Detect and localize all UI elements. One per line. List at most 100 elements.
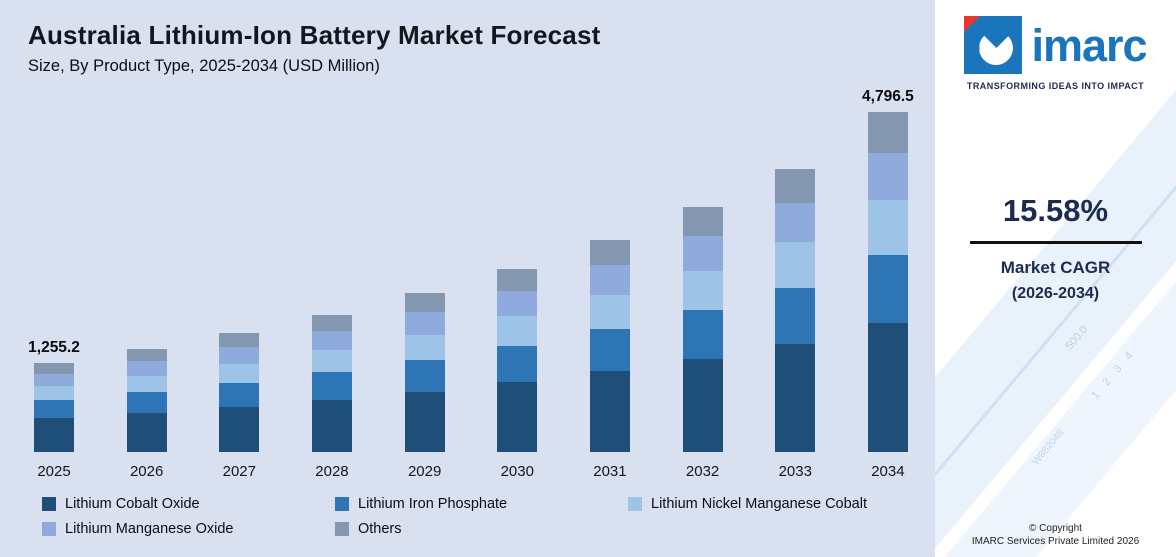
bar-column-2034: 4,796.5 2034 [862, 88, 914, 480]
legend-item: Others [335, 521, 628, 537]
value-label [793, 145, 797, 164]
bar-column-2025: 1,255.2 2025 [28, 339, 80, 480]
legend-item: Lithium Nickel Manganese Cobalt [628, 496, 935, 512]
bar-segment [311, 372, 352, 400]
legend-swatch [42, 497, 56, 511]
x-axis-label: 2032 [685, 463, 720, 480]
bar-segment [682, 270, 723, 310]
x-axis-label: 2034 [871, 463, 905, 480]
x-axis-label: 2029 [407, 463, 442, 480]
bar-segment [497, 316, 538, 346]
x-axis-label: 2025 [37, 463, 71, 480]
chart-panel: Australia Lithium-Ion Battery Market For… [0, 0, 935, 557]
legend-item: Lithium Iron Phosphate [335, 496, 628, 512]
bar-segment [497, 345, 538, 383]
bar-stack [682, 206, 723, 452]
bar-stack [497, 268, 538, 452]
stacked-bar-chart: 1,255.2 2025 2026 2027 2028 2029 2030 203… [28, 82, 914, 480]
brand-tagline: TRANSFORMING IDEAS INTO IMPACT [966, 81, 1145, 91]
company-line: IMARC Services Private Limited 2026 [971, 536, 1140, 547]
value-label: 1,255.2 [28, 339, 80, 357]
bar-column-2032: 2032 [682, 183, 723, 480]
bar-segment [589, 371, 630, 452]
legend-swatch [335, 497, 349, 511]
bar-segment [126, 392, 167, 413]
legend-label: Lithium Cobalt Oxide [65, 496, 200, 512]
bar-segment [775, 287, 816, 345]
bar-column-2028: 2028 [311, 291, 352, 480]
value-label: 4,796.5 [862, 88, 914, 106]
logo-pie-icon [979, 31, 1014, 65]
bar-stack [404, 293, 445, 452]
x-axis-label: 2027 [222, 463, 256, 480]
bar-segment [497, 290, 538, 317]
bar-column-2029: 2029 [404, 269, 445, 480]
bar-stack [34, 363, 74, 452]
bar-segment [311, 399, 352, 452]
legend-item: Lithium Manganese Oxide [42, 521, 335, 537]
bar-segment [219, 347, 260, 365]
bar-column-2027: 2027 [219, 309, 260, 480]
bar-stack [311, 314, 352, 452]
legend-swatch [628, 497, 642, 511]
value-label [145, 325, 149, 344]
bar-segment [867, 200, 908, 255]
bar-segment [34, 418, 74, 452]
bar-segment [404, 312, 445, 335]
divider-line [969, 241, 1142, 244]
value-label [608, 216, 612, 235]
bar-segment [682, 358, 723, 452]
legend-item: Lithium Cobalt Oxide [42, 496, 335, 512]
x-axis-label: 2033 [778, 463, 812, 480]
bar-column-2031: 2031 [589, 216, 630, 480]
bar-column-2030: 2030 [497, 245, 538, 480]
cagr-value: 15.58% [1002, 193, 1109, 228]
bar-segment [775, 168, 816, 203]
bar-segment [126, 349, 167, 362]
cagr-block: 15.58% Market CAGR (2026-2034) [935, 193, 1176, 303]
bar-segment [867, 112, 908, 153]
cagr-label: Market CAGR [1000, 258, 1111, 277]
legend-label: Others [358, 521, 402, 537]
x-axis-label: 2031 [593, 463, 627, 480]
bar-segment [34, 386, 74, 401]
bar-segment [867, 254, 908, 323]
bar-segment [867, 322, 908, 452]
bar-column-2026: 2026 [126, 325, 167, 480]
bar-segment [589, 239, 630, 266]
bar-segment [34, 363, 74, 374]
value-label [700, 183, 704, 202]
x-axis-label: 2030 [500, 463, 534, 480]
page-subtitle: Size, By Product Type, 2025-2034 (USD Mi… [28, 57, 380, 75]
bar-segment [589, 329, 630, 372]
legend-label: Lithium Nickel Manganese Cobalt [651, 496, 867, 512]
bar-stack [589, 239, 630, 452]
brand-panel: 500.0 1 2 3 4 W882048 imarc TRANSFORMING… [935, 0, 1176, 557]
copyright-line: © Copyright [1029, 523, 1082, 534]
bar-segment [219, 383, 260, 407]
bar-segment [34, 400, 74, 419]
page-title: Australia Lithium-Ion Battery Market For… [28, 20, 601, 50]
legend-swatch [335, 522, 349, 536]
bar-segment [219, 364, 260, 384]
bar-segment [219, 406, 260, 452]
imarc-logo: imarc [935, 0, 1176, 74]
imarc-logo-icon [964, 16, 1023, 74]
bar-segment [219, 333, 260, 348]
value-label [330, 291, 334, 310]
bar-segment [126, 361, 167, 376]
brand-content: imarc TRANSFORMING IDEAS INTO IMPACT 15.… [935, 0, 1176, 557]
cagr-period: (2026-2034) [1011, 285, 1100, 302]
bar-segment [589, 295, 630, 330]
bar-segment [497, 268, 538, 291]
x-axis-label: 2026 [129, 463, 164, 480]
bar-segment [404, 391, 445, 452]
bar-segment [497, 382, 538, 452]
bar-segment [311, 331, 352, 351]
bar-segment [775, 344, 816, 452]
bar-segment [682, 236, 723, 271]
bar-segment [682, 309, 723, 359]
bar-segment [34, 373, 74, 387]
bar-segment [775, 242, 816, 288]
